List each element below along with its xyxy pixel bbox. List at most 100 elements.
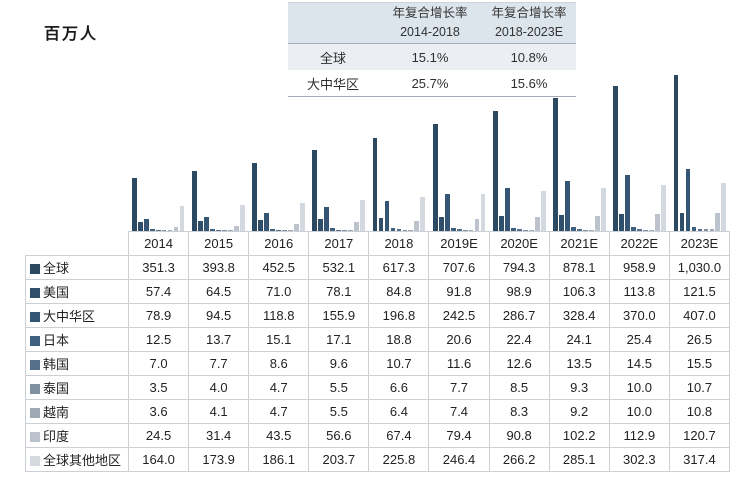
series-name: 韩国 (43, 357, 70, 372)
bar (619, 213, 625, 231)
value-cell: 15.5 (668, 351, 731, 376)
bar (324, 207, 330, 231)
bar (559, 214, 564, 231)
legend-swatch-icon (30, 408, 40, 418)
value-cell: 242.5 (428, 303, 490, 328)
bar (510, 227, 516, 231)
value-cell: 121.5 (668, 279, 731, 304)
bar (179, 206, 185, 231)
bar (528, 229, 534, 231)
value-cell: 24.5 (127, 423, 190, 448)
table-row: 韩国 7.0 7.7 8.6 9.6 10.7 11.6 12.6 13.5 14.5 15.5 (25, 351, 731, 376)
value-cell: 4.7 (248, 399, 310, 424)
bar-group-2018 (369, 75, 429, 231)
cagr-col-header: 年复合增长率 2014-2018 (378, 2, 482, 44)
value-cell: 155.9 (308, 303, 370, 328)
value-cell: 7.7 (188, 351, 250, 376)
value-cell: 22.4 (488, 327, 550, 352)
bar (131, 177, 137, 231)
value-cell: 164.0 (127, 447, 190, 472)
value-cell: 8.6 (248, 351, 310, 376)
value-cell: 958.9 (608, 255, 670, 280)
bar (173, 227, 179, 231)
bar (703, 229, 709, 231)
bar-group-2016 (248, 75, 308, 231)
year-column-header: 2019E (428, 231, 490, 256)
bar (577, 229, 582, 231)
value-cell: 25.4 (608, 327, 670, 352)
value-cell: 94.5 (188, 303, 250, 328)
bar (553, 98, 558, 231)
value-cell: 118.8 (248, 303, 310, 328)
value-cell: 10.8 (668, 399, 731, 424)
bar (655, 213, 661, 231)
bar (396, 229, 402, 231)
bar (209, 228, 215, 231)
value-cell: 407.0 (668, 303, 731, 328)
bar (462, 229, 468, 231)
y-axis-unit-label: 百万人 (44, 26, 99, 43)
value-cell: 67.4 (368, 423, 430, 448)
bar (649, 229, 655, 231)
value-cell: 4.1 (188, 399, 250, 424)
value-cell: 8.5 (488, 375, 550, 400)
value-cell: 11.6 (428, 351, 490, 376)
bar (312, 150, 318, 231)
bar (342, 230, 348, 231)
bar (258, 220, 263, 231)
bar (540, 190, 546, 231)
value-cell: 90.8 (488, 423, 550, 448)
legend-swatch-icon (30, 312, 40, 322)
value-cell: 79.4 (428, 423, 490, 448)
year-column-header: 2014 (127, 231, 190, 256)
bar (149, 229, 155, 231)
value-cell: 113.8 (608, 279, 670, 304)
table-row: 美国 57.4 64.5 71.0 78.1 84.8 91.8 98.9 106.3 113.8… (25, 279, 731, 304)
bar (270, 228, 275, 231)
bar (679, 212, 685, 231)
value-cell: 10.7 (668, 375, 731, 400)
value-cell: 317.4 (668, 447, 731, 472)
bar (288, 230, 293, 231)
year-column-header: 2022E (608, 231, 670, 256)
bar (631, 227, 637, 231)
bar (372, 137, 378, 231)
bar (384, 201, 390, 231)
bar (414, 220, 420, 231)
cagr-corner-cell (288, 2, 378, 44)
value-cell: 13.7 (188, 327, 250, 352)
bar (498, 216, 504, 231)
year-column-header: 2020E (488, 231, 550, 256)
value-cell: 173.9 (188, 447, 250, 472)
bar (661, 185, 667, 231)
value-cell: 10.0 (608, 399, 670, 424)
value-cell: 9.2 (548, 399, 610, 424)
series-label-cell: 大中华区 (25, 303, 129, 328)
table-row: 泰国 3.5 4.0 4.7 5.5 6.6 7.7 8.5 9.3 10.0 10.7 (25, 375, 731, 400)
legend-swatch-icon (30, 264, 40, 274)
cagr-row: 全球 15.1% 10.8% (288, 43, 576, 70)
bar (221, 230, 227, 231)
value-cell: 9.3 (548, 375, 610, 400)
value-cell: 57.4 (127, 279, 190, 304)
value-cell: 794.3 (488, 255, 550, 280)
table-row: 印度 24.5 31.4 43.5 56.6 67.4 79.4 90.8 102.2 112.9… (25, 423, 731, 448)
bar (721, 182, 727, 231)
year-header-row: 2014 2015 2016 2017 2018 2019E 2020E 2021E 2022E… (25, 231, 731, 256)
table-row: 越南 3.6 4.1 4.7 5.5 6.4 7.4 8.3 9.2 10.0 10.8 (25, 399, 731, 424)
value-cell: 7.4 (428, 399, 490, 424)
value-cell: 6.4 (368, 399, 430, 424)
value-cell: 102.2 (548, 423, 610, 448)
series-label-cell: 印度 (25, 423, 129, 448)
bar (137, 222, 143, 231)
bar (450, 227, 456, 231)
value-cell: 56.6 (308, 423, 370, 448)
bar (318, 219, 324, 231)
bar (438, 217, 444, 231)
value-cell: 13.5 (548, 351, 610, 376)
value-cell: 6.6 (368, 375, 430, 400)
series-name: 日本 (43, 333, 70, 348)
series-label-cell: 全球 (25, 255, 129, 280)
bar (534, 217, 540, 231)
